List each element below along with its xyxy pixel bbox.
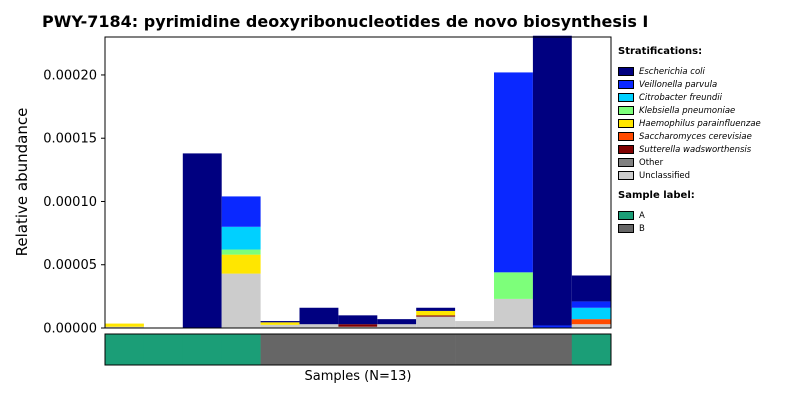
bar-segment-unclassified-sample-1 — [105, 326, 144, 328]
y-tick-label: 0.00000 — [43, 322, 97, 337]
legend-swatch — [618, 80, 634, 89]
legend-item: Saccharomyces cerevisiae — [618, 130, 798, 143]
plot-frame — [104, 36, 612, 329]
legend-label: Klebsiella pneumoniae — [639, 105, 736, 116]
bar-segment-haemophilus-parainfluenzae-sample-9 — [416, 310, 456, 316]
bar-segment-sutterella-wadsworthensis-sample-7 — [338, 324, 378, 327]
legend-item: Other — [618, 156, 798, 169]
bar-segment-escherichia-coli-sample-6 — [299, 307, 339, 325]
bar-segment-citrobacter-freundii-sample-13 — [571, 307, 611, 320]
legend-swatch — [618, 119, 634, 128]
legend-swatch — [618, 224, 634, 233]
bar-segment-unclassified-sample-10 — [455, 321, 494, 328]
legend-swatch — [618, 67, 634, 76]
sample-label-cell-7 — [338, 334, 378, 365]
bar-segment-unclassified-sample-6 — [299, 324, 339, 328]
bar-segment-escherichia-coli-sample-5 — [260, 321, 300, 323]
bar-segment-klebsiella-pneumoniae-sample-4 — [221, 249, 261, 255]
sample-label-cell-4 — [221, 334, 261, 365]
legend-item: Klebsiella pneumoniae — [618, 104, 798, 117]
legend-item: Escherichia coli — [618, 65, 798, 78]
bar-segment-escherichia-coli-sample-7 — [338, 315, 378, 325]
legend-swatch — [618, 171, 634, 180]
legend-swatch — [618, 132, 634, 141]
bar-segment-veillonella-parvula-sample-13 — [571, 301, 611, 308]
bar-segment-escherichia-coli-sample-13 — [571, 275, 611, 302]
legend-swatch — [618, 211, 634, 220]
legend-label: Haemophilus parainfluenzae — [639, 118, 761, 129]
chart-title: PWY-7184: pyrimidine deoxyribonucleotide… — [42, 12, 649, 31]
bar-segment-haemophilus-parainfluenzae-sample-1 — [105, 323, 144, 327]
legend-swatch — [618, 106, 634, 115]
legend-series-list: Escherichia coli Veillonella parvula Citro… — [618, 65, 798, 182]
bar-segment-unclassified-sample-8 — [377, 324, 417, 328]
bar-segment-haemophilus-parainfluenzae-sample-4 — [221, 254, 261, 274]
bar-segment-veillonella-parvula-sample-12 — [532, 325, 572, 328]
bar-segment-unclassified-sample-9 — [416, 316, 456, 328]
sample-label-cell-8 — [377, 334, 417, 365]
y-tick-label: 0.00010 — [43, 195, 97, 210]
bar-segment-klebsiella-pneumoniae-sample-11 — [494, 272, 533, 299]
legend-label: Saccharomyces cerevisiae — [639, 131, 752, 142]
sample-label-cell-1 — [105, 334, 145, 365]
sample-label-cell-3 — [182, 334, 222, 365]
legend-swatch — [618, 158, 634, 167]
bar-segment-unclassified-sample-7 — [338, 326, 378, 328]
sample-strip-frame — [104, 333, 612, 366]
legend-item: Veillonella parvula — [618, 78, 798, 91]
legend-item: Unclassified — [618, 169, 798, 182]
legend-label: B — [639, 223, 645, 234]
legend-label: Sutterella wadsworthensis — [639, 144, 752, 155]
legend-swatch — [618, 93, 634, 102]
bar-segment-escherichia-coli-sample-3 — [182, 153, 222, 328]
legend-sample-item: A — [618, 209, 798, 222]
legend-label: Unclassified — [639, 170, 691, 181]
sample-label-cell-10 — [455, 334, 495, 365]
bar-segment-unclassified-sample-4 — [221, 273, 261, 328]
legend-label: Citrobacter freundii — [639, 92, 722, 103]
legend-sample-label-title: Sample label: — [618, 190, 695, 201]
legend-item: Sutterella wadsworthensis — [618, 143, 798, 156]
legend-item: Haemophilus parainfluenzae — [618, 117, 798, 130]
legend-swatch — [618, 145, 634, 154]
bar-segment-saccharomyces-cerevisiae-sample-13 — [571, 319, 611, 325]
x-axis-label: Samples (N=13) — [304, 369, 412, 384]
legend-stratifications-title: Stratifications: — [618, 46, 703, 57]
sample-label-cell-9 — [416, 334, 456, 365]
bar-segment-escherichia-coli-sample-8 — [377, 319, 417, 325]
sample-label-cell-13 — [571, 334, 611, 365]
sample-label-cell-12 — [532, 334, 573, 365]
bar-segment-haemophilus-parainfluenzae-sample-5 — [260, 322, 300, 325]
legend-sample-item: B — [618, 222, 798, 235]
sample-label-cell-11 — [494, 334, 534, 365]
legend-label: Escherichia coli — [639, 66, 705, 77]
legend-label: Veillonella parvula — [639, 79, 718, 90]
sample-label-cell-5 — [260, 334, 300, 365]
bar-segment-unclassified-sample-13 — [571, 324, 611, 328]
bar-segment-veillonella-parvula-sample-11 — [494, 72, 533, 273]
y-tick-label: 0.00005 — [43, 258, 97, 273]
bar-segment-veillonella-parvula-sample-4 — [221, 196, 261, 227]
legend-label: Other — [639, 157, 664, 168]
sample-label-cell-6 — [299, 334, 339, 365]
legend: Stratifications: Escherichia coli Veillon… — [618, 46, 798, 235]
sample-label-cell-2 — [143, 334, 184, 365]
bar-segment-escherichia-coli-sample-12 — [532, 35, 572, 326]
y-tick-label: 0.00020 — [43, 68, 97, 83]
bar-segment-citrobacter-freundii-sample-4 — [221, 226, 261, 250]
y-tick-label: 0.00015 — [43, 132, 97, 147]
legend-label: A — [639, 210, 645, 221]
bar-segment-unclassified-sample-5 — [260, 324, 300, 328]
bar-segment-unclassified-sample-11 — [494, 298, 533, 328]
legend-item: Citrobacter freundii — [618, 91, 798, 104]
bar-segment-escherichia-coli-sample-9 — [416, 307, 456, 311]
bar-segment-sutterella-wadsworthensis-sample-9 — [416, 315, 456, 317]
